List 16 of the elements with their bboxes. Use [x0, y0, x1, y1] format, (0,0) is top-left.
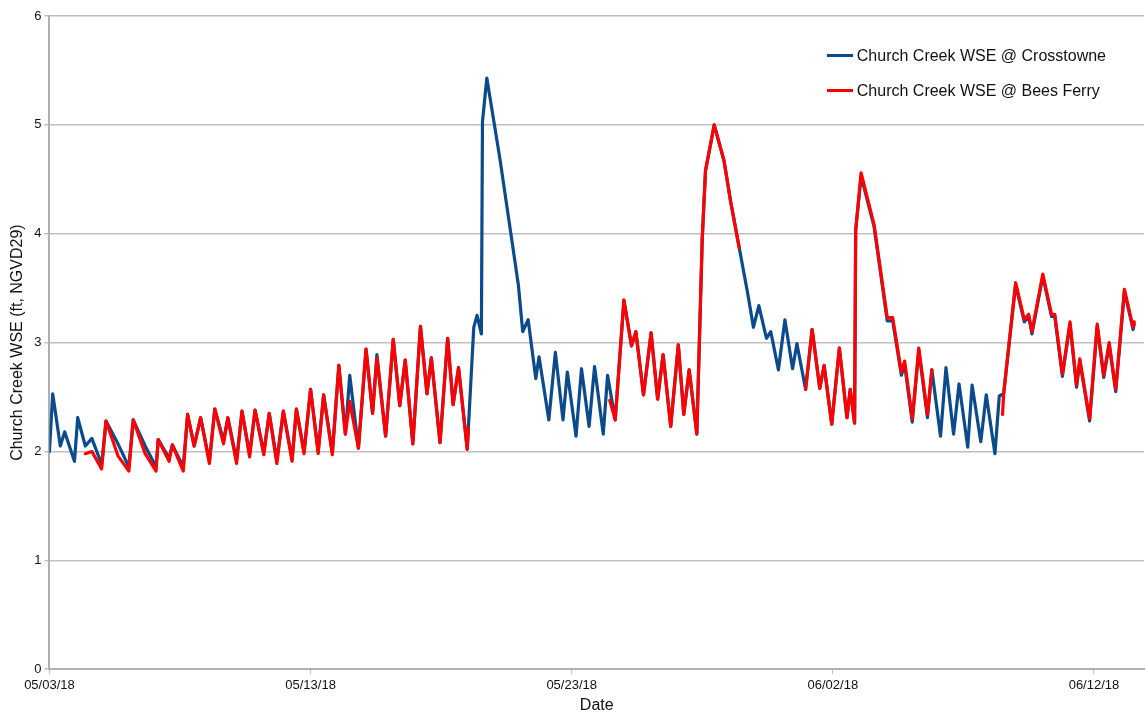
y-tick-label: 0 [34, 660, 42, 676]
x-tick-label: 05/23/18 [546, 676, 597, 692]
y-tick-label: 3 [34, 334, 42, 350]
y-tick-label: 5 [34, 116, 42, 132]
y-tick-label: 1 [34, 551, 42, 567]
y-tick-label: 6 [34, 7, 42, 23]
x-tick-label: 05/03/18 [24, 676, 75, 692]
y-tick-label: 2 [34, 443, 42, 459]
x-axis-title: Date [579, 695, 614, 713]
x-tick-label: 06/02/18 [807, 676, 859, 692]
x-tick-label: 05/13/18 [285, 676, 336, 692]
legend-label: Church Creek WSE @ Crosstowne [856, 46, 1106, 65]
legend-label: Church Creek WSE @ Bees Ferry [856, 81, 1100, 100]
y-axis-title: Church Creek WSE (ft, NGVD29) [8, 224, 26, 461]
x-tick-label: 06/12/18 [1068, 676, 1120, 692]
y-tick-label: 4 [34, 225, 42, 241]
